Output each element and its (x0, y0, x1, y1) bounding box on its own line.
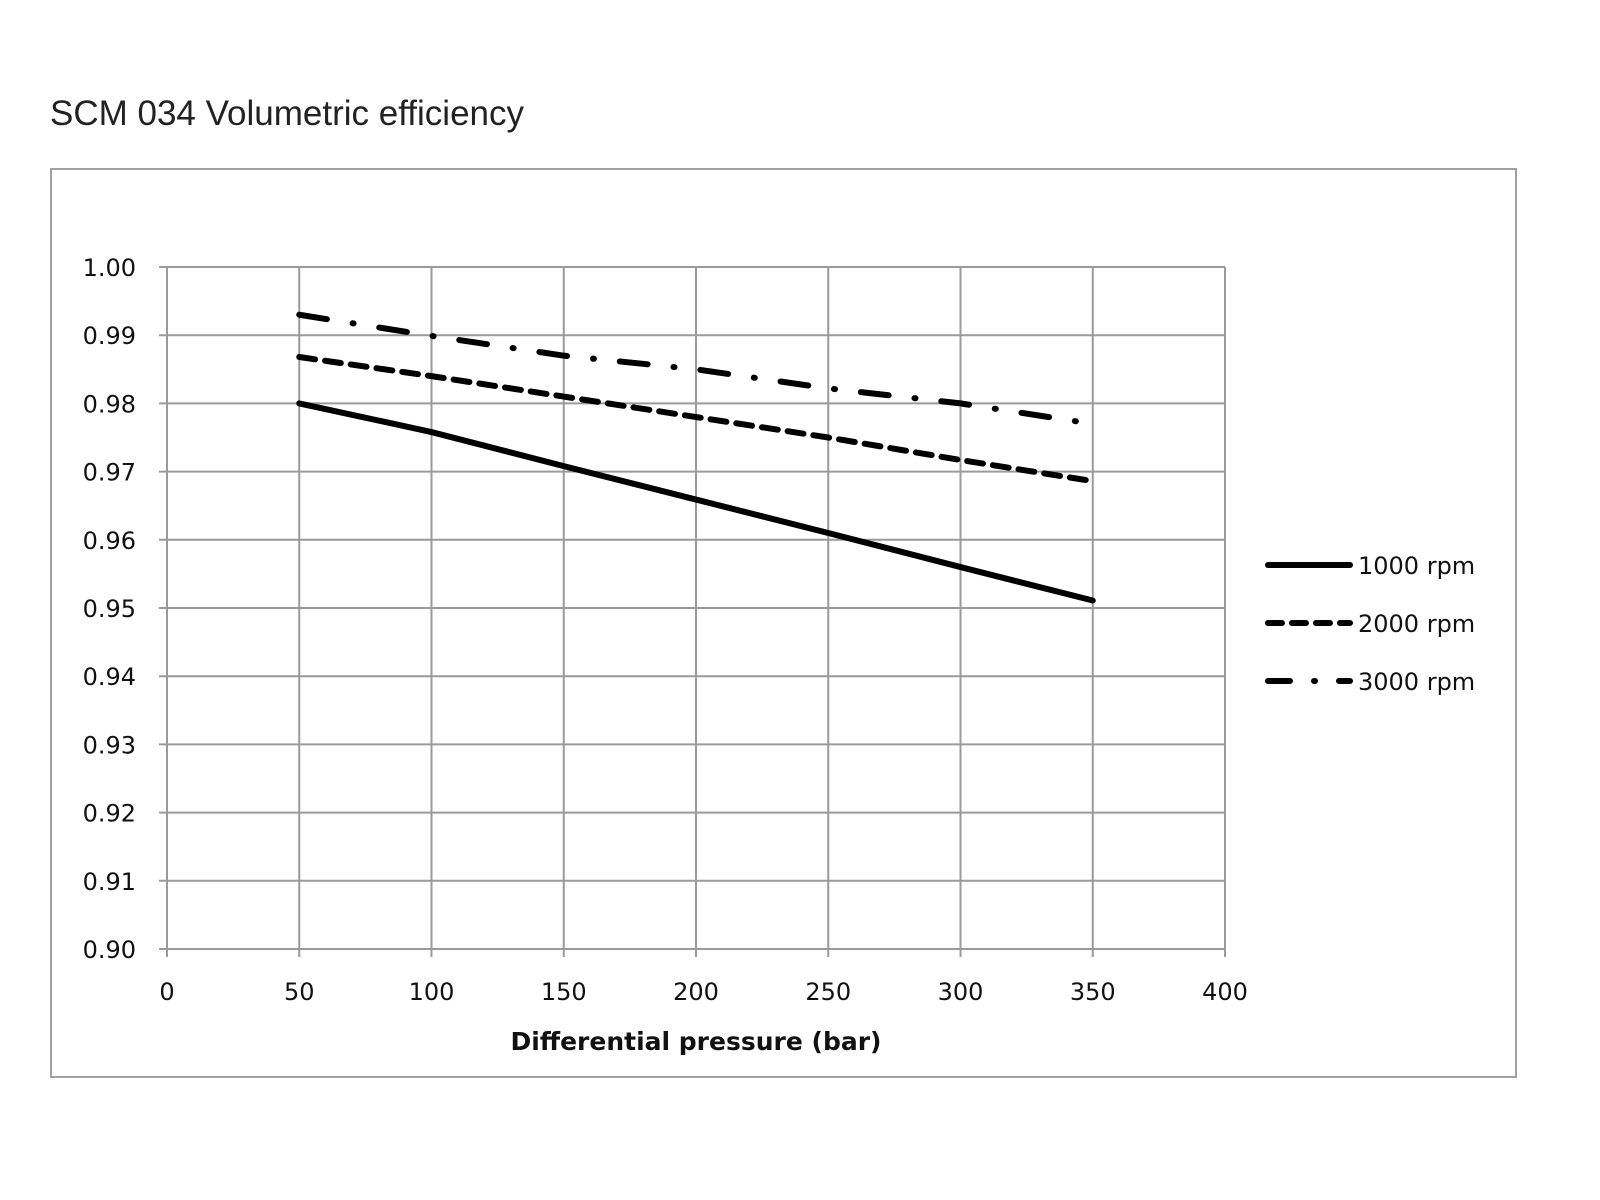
x-tick-label: 0 (159, 978, 174, 1006)
chart-title: SCM 034 Volumetric efficiency (50, 94, 525, 133)
x-tick-label: 200 (673, 978, 719, 1006)
series-lines (296, 311, 1096, 604)
x-tick-label: 50 (284, 978, 315, 1006)
x-tick-label: 150 (541, 978, 587, 1006)
x-axis-label: Differential pressure (bar) (511, 1027, 882, 1056)
y-tick-label: 0.94 (83, 663, 136, 691)
series-line-1000-rpm (296, 400, 1096, 604)
y-tick-label: 0.98 (83, 390, 136, 418)
legend-label: 2000 rpm (1358, 610, 1475, 638)
x-tick-label: 250 (805, 978, 851, 1006)
y-tick-label: 1.00 (83, 254, 136, 282)
x-tick-label: 350 (1070, 978, 1116, 1006)
series-line-2000-rpm (296, 354, 1096, 485)
legend-label: 3000 rpm (1358, 668, 1475, 696)
y-tick-label: 0.93 (83, 731, 136, 759)
grid (159, 266, 1226, 957)
chart-frame (50, 168, 1517, 1078)
tick-labels: 0.90 0.91 0.92 0.93 0.94 0.95 0.96 0.97 0.98 0.99… (83, 254, 1248, 1006)
y-tick-label: 0.95 (83, 595, 136, 623)
y-tick-label: 0.91 (83, 868, 136, 896)
x-tick-label: 400 (1202, 978, 1248, 1006)
y-tick-label: 0.90 (83, 936, 136, 964)
legend-label: 1000 rpm (1358, 552, 1475, 580)
y-tick-label: 0.96 (83, 527, 136, 555)
y-tick-label: 0.92 (83, 800, 136, 828)
series-line-3000-rpm (296, 311, 1096, 427)
x-tick-label: 100 (409, 978, 455, 1006)
y-tick-label: 0.99 (83, 322, 136, 350)
y-tick-label: 0.97 (83, 459, 136, 487)
x-tick-label: 300 (938, 978, 984, 1006)
legend: 1000 rpm 2000 rpm 3000 rpm (1265, 552, 1475, 696)
